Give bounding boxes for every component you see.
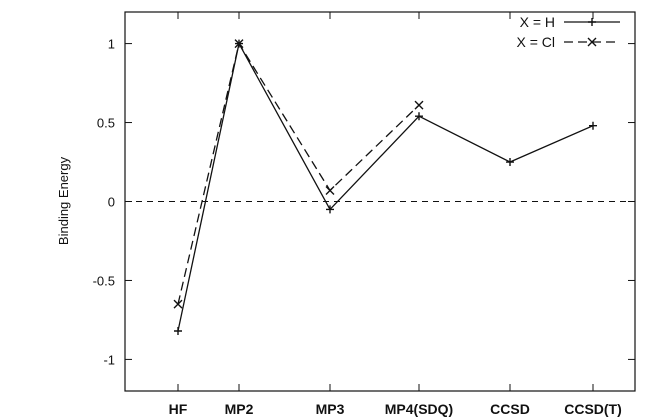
x-axis-ticks: HF MP2 MP3 MP4(SDQ) CCSD CCSD(T) bbox=[169, 12, 622, 417]
series-layer bbox=[173, 39, 597, 335]
y-axis-label: Binding Energy bbox=[56, 156, 71, 245]
x-tick-label: MP3 bbox=[316, 401, 345, 417]
y-tick-label: 0.5 bbox=[97, 116, 115, 131]
legend-label: X = Cl bbox=[516, 34, 555, 50]
legend-marker bbox=[588, 18, 596, 26]
x-tick-label: CCSD bbox=[490, 401, 530, 417]
data-point bbox=[589, 121, 597, 130]
data-point bbox=[414, 100, 424, 110]
y-axis-ticks: -1 -0.5 0 0.5 1 bbox=[93, 37, 635, 367]
data-point bbox=[326, 205, 334, 214]
legend-marker bbox=[587, 37, 597, 47]
y-tick-label: -0.5 bbox=[93, 273, 115, 288]
x-tick-label: HF bbox=[169, 401, 188, 417]
data-point bbox=[506, 158, 514, 167]
x-tick-label: CCSD(T) bbox=[564, 401, 622, 417]
series-line bbox=[177, 41, 420, 305]
legend-label: X = H bbox=[520, 14, 555, 30]
x-tick-label: MP2 bbox=[225, 401, 254, 417]
legend: X = H X = Cl bbox=[516, 14, 620, 50]
data-point bbox=[415, 112, 423, 121]
series-x-cl bbox=[173, 39, 424, 309]
y-tick-label: -1 bbox=[103, 352, 115, 367]
series-x-h bbox=[174, 39, 597, 335]
y-tick-label: 1 bbox=[108, 37, 115, 52]
data-point bbox=[325, 185, 335, 195]
series-line bbox=[177, 41, 594, 332]
data-point bbox=[234, 39, 244, 49]
y-tick-label: 0 bbox=[108, 195, 115, 210]
x-tick-label: MP4(SDQ) bbox=[385, 401, 453, 417]
data-point bbox=[174, 326, 182, 335]
data-point bbox=[173, 299, 183, 309]
